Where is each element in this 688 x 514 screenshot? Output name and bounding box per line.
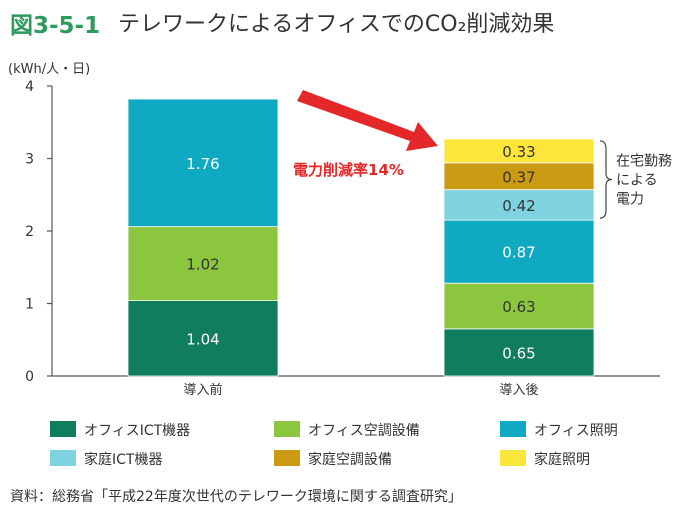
reduction-arrow <box>297 90 438 151</box>
legend-swatch <box>274 450 300 466</box>
legend-swatch <box>50 450 76 466</box>
legend-swatch <box>274 421 300 437</box>
data-label: 0.63 <box>502 298 535 316</box>
source-note: 資料：総務省「平成22年度次世代のテレワーク環境に関する調査研究」 <box>10 489 462 505</box>
y-tick-label: 4 <box>25 79 34 95</box>
bracket <box>599 140 613 219</box>
data-label: 1.04 <box>186 330 219 348</box>
bar-segment <box>443 162 595 191</box>
bars: 1.04 1.02 1.76 0.65 0.63 0.87 0.42 0.37 0.33 <box>127 98 595 377</box>
legend-swatch <box>500 450 526 466</box>
y-axis-label: (kWh/人・日) <box>8 62 90 77</box>
data-label: 0.65 <box>502 344 535 362</box>
axes: (kWh/人・日) 0 1 2 3 4 導入前 導入後 <box>8 62 660 398</box>
y-tick-label: 0 <box>25 369 34 385</box>
bracket-label: 電力 <box>616 192 644 208</box>
bracket-label: 在宅勤務 <box>616 154 672 170</box>
legend-label: オフィスICT機器 <box>84 423 190 439</box>
bar-segment <box>443 219 595 284</box>
bar-segment <box>127 98 279 228</box>
legend-swatch <box>50 421 76 437</box>
bracket-label: による <box>616 173 658 189</box>
legend-swatch <box>500 421 526 437</box>
data-label: 1.02 <box>186 256 219 274</box>
reduction-rate: 電力削減率14% <box>293 161 404 179</box>
data-label: 0.87 <box>502 244 535 262</box>
data-label: 0.37 <box>502 168 535 186</box>
data-label: 0.42 <box>502 197 535 215</box>
y-tick-label: 2 <box>25 224 34 240</box>
x-tick-label: 導入後 <box>499 383 538 398</box>
y-tick-label: 1 <box>25 297 34 313</box>
data-label: 1.76 <box>186 155 219 173</box>
legend-label: 家庭照明 <box>534 451 590 468</box>
bar-segment <box>443 282 595 330</box>
bar-segment <box>443 189 595 221</box>
legend-label: 家庭ICT機器 <box>84 451 162 468</box>
figure-title: テレワークによるオフィスでのCO₂削減効果 <box>118 12 555 37</box>
y-tick-label: 3 <box>25 152 34 168</box>
legend-label: 家庭空調設備 <box>308 451 392 468</box>
bar-segment <box>443 138 595 164</box>
figure-number: 図3-5-1 <box>10 13 101 39</box>
legend-label: オフィス空調設備 <box>308 423 420 439</box>
data-label: 0.33 <box>502 143 535 161</box>
legend-label: オフィス照明 <box>534 423 618 439</box>
x-tick-label: 導入前 <box>183 382 222 398</box>
